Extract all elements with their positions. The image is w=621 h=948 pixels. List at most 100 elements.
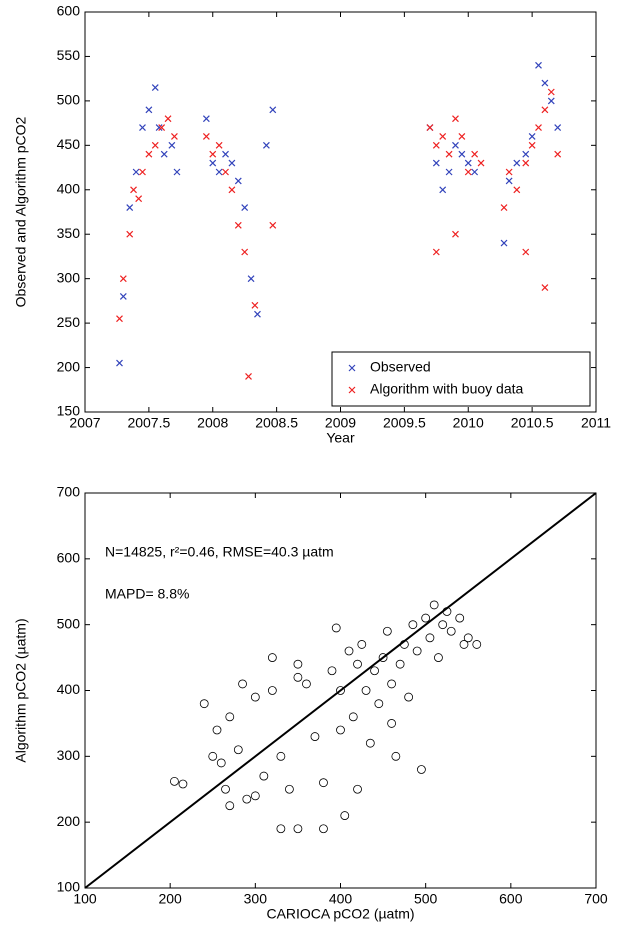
point (452, 141, 459, 149)
point (327, 666, 337, 676)
point (395, 659, 405, 669)
point (215, 141, 223, 149)
point (145, 106, 153, 114)
point (151, 84, 159, 91)
point (541, 79, 549, 87)
point (340, 811, 350, 820)
point (116, 315, 123, 323)
point (202, 115, 210, 123)
y-tick-label: 550 (57, 47, 81, 63)
point (535, 124, 542, 131)
point (458, 133, 466, 140)
point (168, 141, 176, 149)
point (199, 699, 209, 709)
point (348, 712, 358, 722)
point (336, 725, 345, 735)
point (233, 745, 243, 755)
point (459, 640, 469, 649)
point (319, 824, 328, 834)
x-tick-label: 300 (244, 891, 268, 907)
point (434, 653, 443, 662)
point (247, 275, 255, 283)
point (404, 692, 414, 702)
point (425, 633, 435, 643)
point (554, 124, 562, 131)
point (547, 97, 555, 105)
x-tick-label: 100 (73, 891, 97, 907)
point (284, 784, 294, 794)
x-tick-label: 2008.5 (255, 415, 298, 431)
point (471, 150, 479, 158)
x-tick-label: 2007 (69, 415, 100, 431)
point (245, 373, 252, 380)
point (464, 159, 472, 167)
x-tick-label: 2010.5 (511, 415, 554, 431)
point (432, 141, 440, 149)
point (378, 653, 388, 662)
x-tick-label: 600 (499, 891, 523, 907)
point (522, 159, 530, 167)
point (445, 168, 453, 176)
point (331, 623, 341, 633)
x-tick-label: 2010 (453, 415, 484, 431)
point (452, 115, 459, 123)
point (500, 204, 508, 211)
point (439, 186, 447, 194)
point (250, 791, 260, 801)
y-tick-label: 200 (57, 358, 81, 374)
x-tick-label: 700 (584, 891, 608, 907)
point (505, 177, 513, 185)
point (145, 150, 153, 158)
point (361, 686, 371, 695)
point (208, 751, 218, 761)
y-tick-label: 400 (57, 681, 81, 697)
x-axis-label: CARIOCA pCO2 (µatm) (266, 906, 414, 922)
point (276, 751, 286, 761)
x-tick-label: 2009 (325, 415, 356, 431)
point (463, 633, 473, 643)
point (259, 771, 269, 781)
point (155, 124, 163, 131)
point (151, 141, 159, 149)
point (209, 159, 217, 167)
point (222, 168, 229, 176)
point (471, 168, 479, 176)
point (535, 61, 542, 69)
y-axis-label: Observed and Algorithm pCO2 (13, 116, 29, 307)
y-tick-label: 500 (57, 615, 81, 631)
point (554, 150, 562, 158)
point (458, 150, 466, 158)
point (126, 204, 134, 211)
point (228, 186, 236, 194)
point (541, 106, 549, 114)
point (452, 230, 459, 238)
point (262, 141, 270, 149)
legend-label: Algorithm with buoy data (370, 381, 524, 397)
point (505, 168, 513, 176)
point (446, 626, 456, 636)
x-tick-label: 500 (414, 891, 438, 907)
point (116, 359, 123, 367)
point (439, 133, 447, 140)
annotation: N=14825, r²=0.46, RMSE=40.3 µatm (105, 544, 334, 560)
one-to-one-line (84, 492, 597, 889)
y-tick-label: 150 (57, 403, 81, 419)
point (164, 115, 172, 123)
point (500, 239, 508, 247)
y-axis-label: Algorithm pCO2 (µatm) (13, 618, 29, 762)
point (445, 150, 453, 158)
point (421, 613, 431, 623)
point (353, 659, 362, 669)
point (212, 725, 222, 735)
point (241, 204, 249, 211)
point (160, 150, 168, 158)
point (336, 686, 345, 695)
point (158, 124, 166, 131)
point (391, 751, 401, 761)
point (225, 712, 235, 722)
x-tick-label: 2011 (581, 415, 611, 431)
y-tick-label: 100 (57, 879, 81, 895)
y-tick-label: 450 (57, 136, 81, 152)
point (417, 765, 426, 774)
